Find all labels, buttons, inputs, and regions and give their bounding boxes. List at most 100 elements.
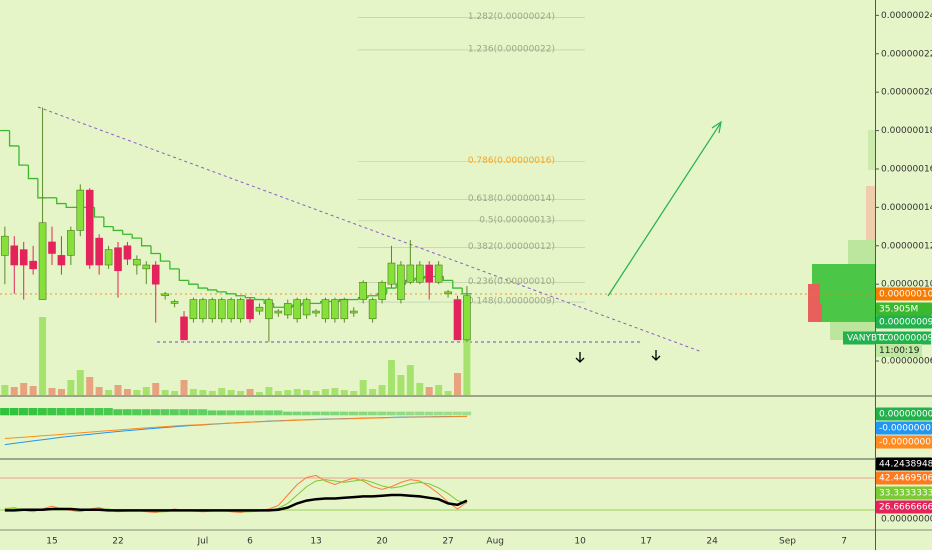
macd-histogram	[264, 410, 274, 416]
macd-histogram	[151, 409, 160, 416]
candle-body	[38, 222, 47, 300]
volume-bar	[152, 383, 160, 395]
fib-label: 0.786(0.00000016)	[468, 156, 555, 166]
volume-bar	[331, 388, 339, 395]
symbol-badge	[843, 331, 931, 345]
candle-body	[10, 245, 19, 266]
volume-bar	[359, 380, 367, 395]
volume-bar	[416, 383, 424, 395]
x-tick-label: 24	[706, 537, 718, 547]
candle-body	[57, 255, 66, 266]
macd-histogram	[122, 409, 132, 416]
volume-bar	[39, 317, 47, 395]
candle-body	[133, 258, 141, 266]
axis-badge-label: 0.00000010	[879, 290, 932, 300]
candle-body	[368, 299, 377, 320]
candle-body	[29, 260, 37, 270]
macd-histogram	[132, 409, 142, 416]
axis-badge-label: 44.24389485	[879, 460, 932, 470]
stoch-line	[4, 493, 468, 512]
candle-body	[397, 264, 405, 300]
trend-step	[254, 297, 265, 301]
axis-badge-label: -0.00000001	[879, 438, 932, 448]
volume-bar	[463, 330, 471, 395]
axis-badge-label: 0.00000009	[879, 318, 932, 328]
candle-body	[340, 299, 349, 320]
fib-label: 0.236(0.00000010)	[468, 277, 555, 287]
stoch-floor-label: 0.00000000	[881, 515, 932, 525]
candle-body	[151, 264, 160, 285]
trend-step	[188, 280, 199, 285]
candle-body	[19, 249, 28, 266]
candle-body	[95, 237, 103, 266]
volume-bar	[237, 391, 245, 395]
axis-badge-label: 0.00000000	[879, 410, 932, 420]
volume-bar	[161, 390, 169, 395]
axis-badge-label: 26.66666667	[879, 503, 932, 513]
volume-bar	[142, 387, 150, 395]
profile-bar	[866, 186, 875, 264]
trend-step	[56, 197, 67, 205]
candle-body	[114, 247, 122, 272]
candle-body	[246, 299, 254, 320]
fib-label: 1.282(0.00000024)	[468, 12, 555, 22]
volume-bar	[57, 389, 65, 395]
candle-body	[312, 310, 320, 314]
axis-badge	[876, 457, 932, 471]
trend-step	[272, 303, 284, 308]
volume-bar	[350, 391, 358, 395]
x-tick-label: Aug	[486, 537, 504, 547]
volume-bar	[29, 386, 37, 395]
candle-body	[76, 189, 85, 231]
macd-histogram	[113, 409, 123, 416]
axis-badge	[876, 471, 932, 485]
candle-body	[274, 310, 283, 314]
candle-body	[415, 264, 424, 283]
profile-bar	[822, 304, 875, 322]
plot: 0.000000060.000000080.000000100.00000012…	[0, 11, 932, 547]
volume-bar	[171, 391, 179, 395]
axis-badge	[876, 407, 932, 421]
macd-histogram	[160, 409, 170, 416]
trend-step	[37, 178, 48, 199]
axis-badge-label: 35.905M	[879, 305, 918, 315]
candle-body	[199, 299, 207, 320]
macd-histogram	[103, 407, 113, 416]
macd-histogram	[377, 411, 387, 416]
y-tick-label: 0.00000010	[881, 280, 932, 290]
axis-badge	[876, 421, 932, 435]
trend-step	[386, 287, 397, 294]
volume-bar	[1, 385, 9, 395]
volume-bar	[453, 373, 461, 395]
countdown-badge	[876, 344, 922, 357]
macd-histogram	[9, 407, 19, 416]
y-tick-label: 0.00000020	[881, 88, 932, 98]
candle-body	[142, 264, 151, 270]
macd-histogram	[235, 410, 245, 416]
fib-label: 0.5(0.00000013)	[479, 215, 555, 225]
macd-histogram	[462, 411, 472, 416]
stoch-line	[4, 474, 468, 514]
fib-label: 0.618(0.00000014)	[468, 194, 555, 204]
volume-bar	[312, 391, 320, 395]
candle-body	[217, 299, 226, 320]
candle-body	[359, 281, 367, 300]
macd-histogram	[273, 410, 283, 416]
macd-histogram	[56, 407, 66, 416]
candle-body	[227, 299, 235, 320]
volume-bar	[48, 388, 56, 395]
trend-step	[103, 216, 114, 228]
y-tick-label: 0.00000012	[881, 241, 932, 251]
macd-histogram	[245, 410, 255, 416]
trend-step	[169, 261, 180, 270]
candle-body	[321, 299, 330, 320]
macd-histogram	[47, 407, 57, 416]
up-arrow-head	[711, 120, 722, 134]
candle-body	[104, 249, 113, 266]
volume-bar	[180, 380, 188, 395]
candle-body	[378, 281, 386, 300]
macd-histogram	[452, 411, 462, 416]
candle-body	[453, 299, 462, 341]
candle-body	[463, 295, 471, 341]
macd-histogram	[386, 411, 396, 416]
